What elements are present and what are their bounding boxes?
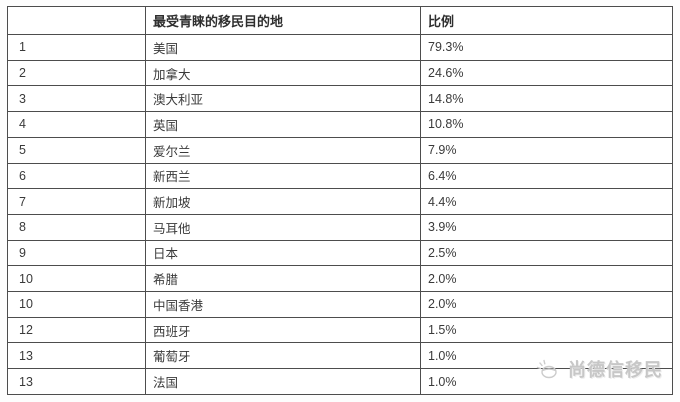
ratio-cell: 2.0% — [420, 291, 673, 318]
rank-cell: 5 — [7, 136, 146, 164]
rank-cell: 4 — [7, 111, 146, 138]
ratio-cell: 24.6% — [420, 59, 673, 87]
table-row: 7 新加坡 4.4% — [7, 188, 673, 215]
rank-cell: 1 — [7, 34, 146, 61]
ratio-cell: 14.8% — [420, 85, 673, 113]
rank-cell: 7 — [7, 188, 146, 215]
table-row: 8 马耳他 3.9% — [7, 213, 673, 241]
destination-cell: 美国 — [145, 34, 421, 61]
rank-cell: 10 — [7, 291, 146, 318]
ratio-cell: 2.0% — [420, 265, 673, 293]
ratio-cell: 79.3% — [420, 34, 673, 61]
table-row: 12 西班牙 1.5% — [7, 316, 673, 344]
rank-cell: 13 — [7, 342, 146, 370]
table-row: 2 加拿大 24.6% — [7, 59, 673, 87]
table-row: 13 法国 1.0% — [7, 368, 673, 395]
table-row: 10 希腊 2.0% — [7, 265, 673, 293]
table-row: 13 葡萄牙 1.0% — [7, 342, 673, 370]
destination-cell: 英国 — [145, 111, 421, 138]
rank-cell: 13 — [7, 368, 146, 395]
table-row: 10 中国香港 2.0% — [7, 291, 673, 318]
table-row: 4 英国 10.8% — [7, 111, 673, 138]
table-row: 3 澳大利亚 14.8% — [7, 85, 673, 113]
rank-cell: 9 — [7, 239, 146, 267]
ratio-column-header: 比例 — [420, 6, 673, 35]
ratio-cell: 7.9% — [420, 136, 673, 164]
destination-cell: 中国香港 — [145, 291, 421, 318]
destination-column-header: 最受青睐的移民目的地 — [145, 6, 421, 35]
destination-cell: 马耳他 — [145, 213, 421, 241]
destination-cell: 法国 — [145, 368, 421, 395]
ratio-cell: 6.4% — [420, 162, 673, 190]
destination-cell: 日本 — [145, 239, 421, 267]
destination-cell: 希腊 — [145, 265, 421, 293]
destination-cell: 新加坡 — [145, 188, 421, 215]
rank-cell: 12 — [7, 316, 146, 344]
table-row: 9 日本 2.5% — [7, 239, 673, 267]
ratio-cell: 1.0% — [420, 342, 673, 370]
destination-cell: 加拿大 — [145, 59, 421, 87]
destination-cell: 澳大利亚 — [145, 85, 421, 113]
ratio-cell: 2.5% — [420, 239, 673, 267]
table-row: 6 新西兰 6.4% — [7, 162, 673, 190]
destination-cell: 新西兰 — [145, 162, 421, 190]
destination-cell: 葡萄牙 — [145, 342, 421, 370]
immigration-destinations-table: 最受青睐的移民目的地 比例 1 美国 79.3% 2 加拿大 24.6% — [7, 6, 673, 395]
table-row: 5 爱尔兰 7.9% — [7, 136, 673, 164]
destination-cell: 西班牙 — [145, 316, 421, 344]
rank-cell: 6 — [7, 162, 146, 190]
rank-cell: 2 — [7, 59, 146, 87]
ratio-cell: 10.8% — [420, 111, 673, 138]
ratio-cell: 4.4% — [420, 188, 673, 215]
table-header-row: 最受青睐的移民目的地 比例 — [7, 6, 673, 35]
ratio-cell: 3.9% — [420, 213, 673, 241]
rank-cell: 8 — [7, 213, 146, 241]
ratio-cell: 1.0% — [420, 368, 673, 395]
destination-cell: 爱尔兰 — [145, 136, 421, 164]
table-row: 1 美国 79.3% — [7, 34, 673, 61]
ratio-cell: 1.5% — [420, 316, 673, 344]
rank-column-header — [7, 6, 146, 35]
rank-cell: 10 — [7, 265, 146, 293]
rank-cell: 3 — [7, 85, 146, 113]
